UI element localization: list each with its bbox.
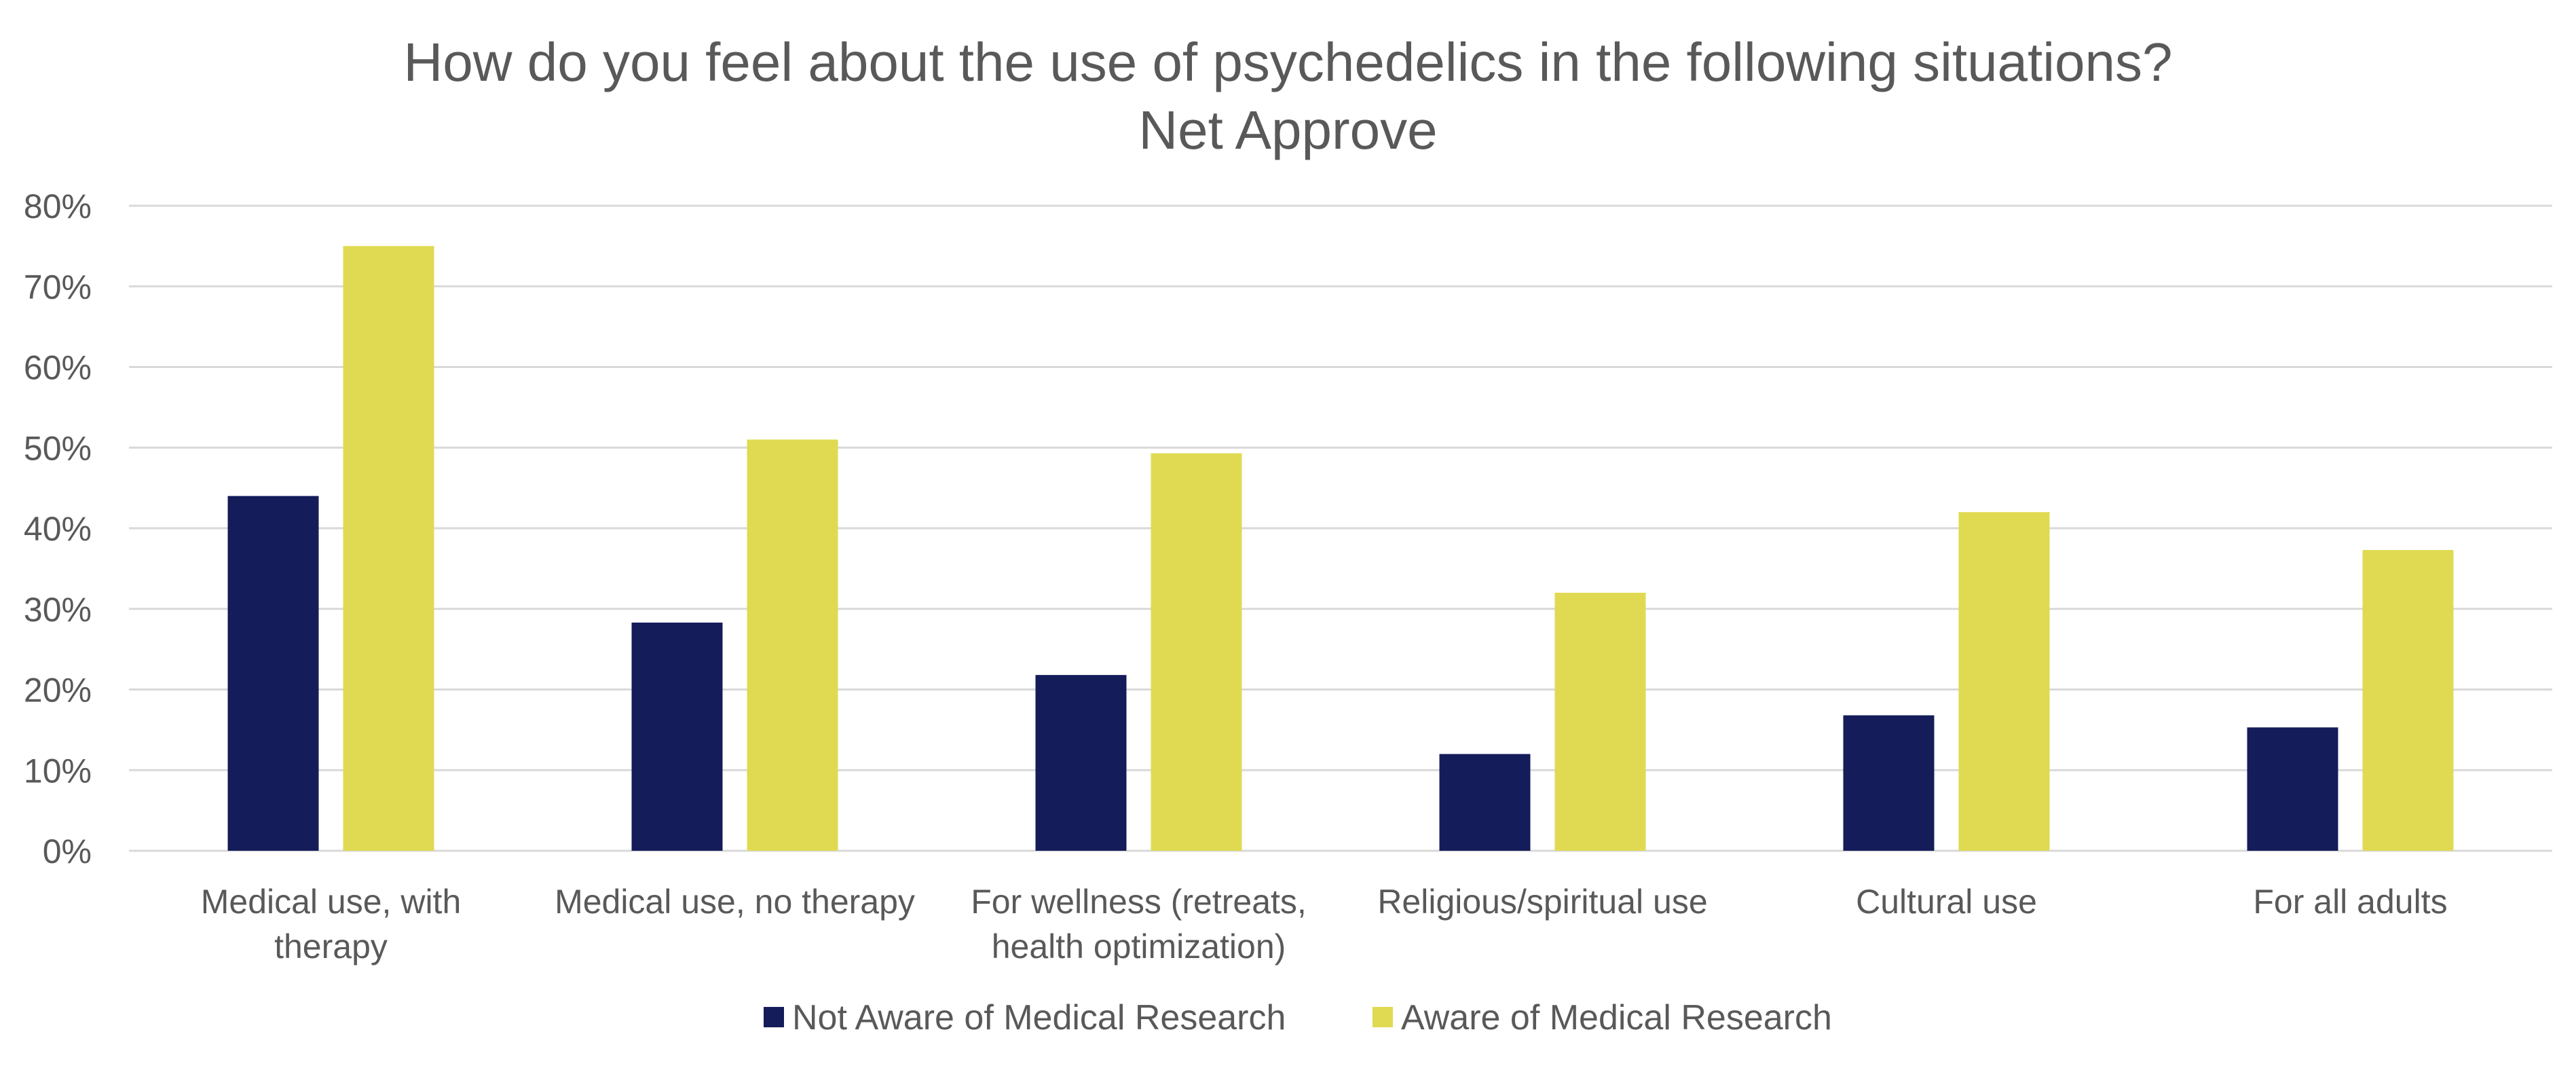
legend-label: Aware of Medical Research: [1401, 998, 1832, 1037]
y-tick-label: 80%: [24, 187, 92, 225]
x-tick-label: For wellness (retreats, health optimizati…: [971, 883, 1307, 966]
bar: [2362, 550, 2454, 851]
legend-label: Not Aware of Medical Research: [792, 998, 1286, 1037]
chart-title: How do you feel about the use of psyched…: [403, 32, 2173, 92]
x-tick-label: Religious/spiritual use: [1377, 883, 1707, 921]
y-tick-label: 40%: [24, 510, 92, 548]
bar: [1439, 754, 1531, 851]
bar: [343, 246, 434, 851]
x-tick-label: Cultural use: [1856, 883, 2037, 921]
bar: [1035, 675, 1127, 851]
bar: [1958, 512, 2050, 851]
bar: [747, 439, 838, 851]
x-tick-label: Medical use, no therapy: [555, 883, 915, 921]
y-tick-label: 20%: [24, 672, 92, 710]
bar: [1843, 715, 1935, 851]
x-tick-label: For all adults: [2253, 883, 2447, 921]
y-tick-label: 50%: [24, 429, 92, 467]
y-tick-label: 0%: [43, 832, 92, 870]
y-tick-label: 30%: [24, 591, 92, 629]
bar: [227, 496, 319, 851]
bar: [631, 622, 723, 851]
legend-swatch: [1373, 1007, 1393, 1027]
y-tick-label: 60%: [24, 349, 92, 387]
y-tick-label: 10%: [24, 752, 92, 790]
bar: [1151, 453, 1242, 851]
bar: [1554, 593, 1646, 851]
x-tick-label: Medical use, with therapy: [201, 883, 462, 966]
chart-subtitle: Net Approve: [1138, 100, 1438, 160]
y-tick-label: 70%: [24, 268, 92, 306]
legend-swatch: [764, 1007, 784, 1027]
bar: [2247, 727, 2338, 851]
